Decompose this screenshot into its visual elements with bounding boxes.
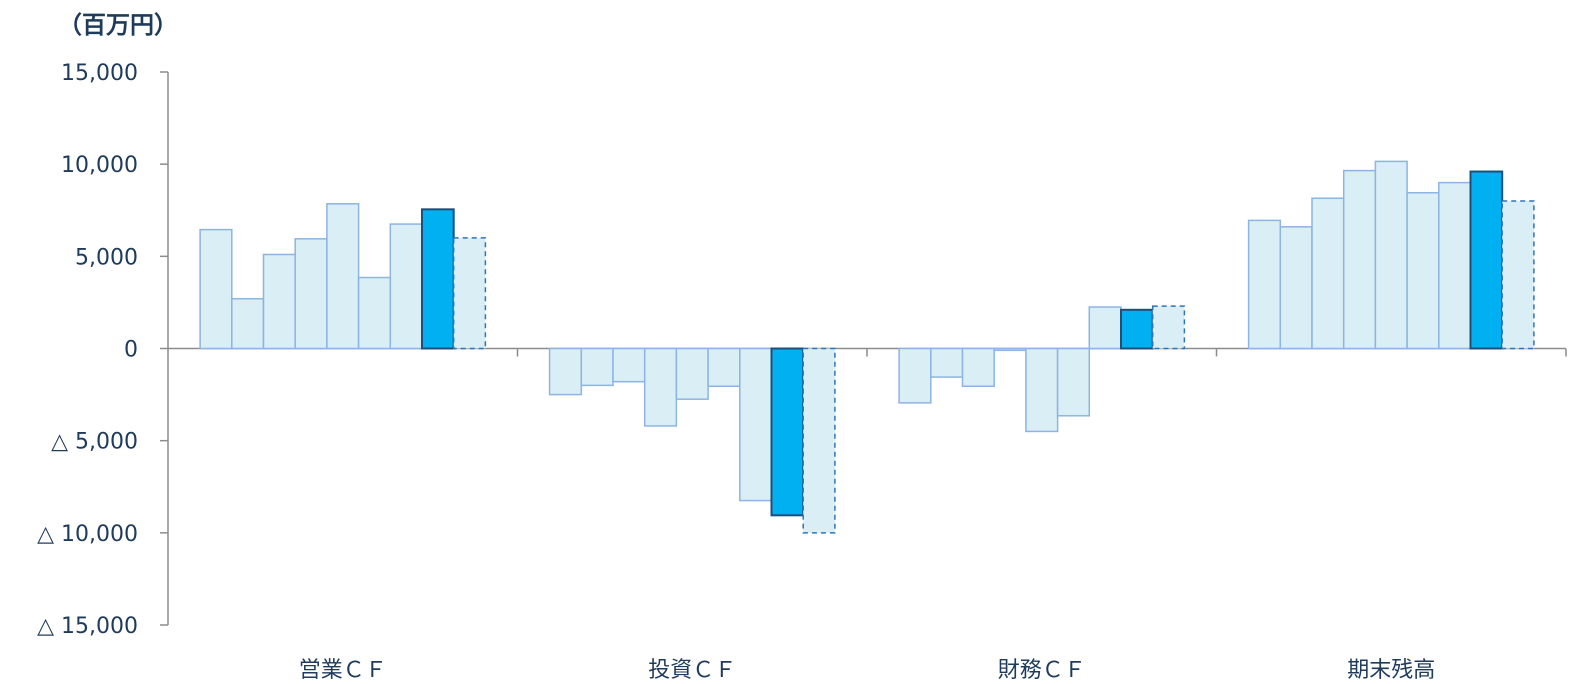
past-bar xyxy=(1438,181,1472,350)
past-bar xyxy=(739,347,773,502)
category-label: 財務ＣＦ xyxy=(998,658,1086,683)
y-tick-label: 10,000 xyxy=(61,153,138,178)
past-bar xyxy=(961,347,995,388)
past-bar xyxy=(930,347,964,378)
bars xyxy=(199,160,1535,534)
y-tick-label: 0 xyxy=(124,338,138,363)
current-bar xyxy=(1469,170,1504,350)
past-bar xyxy=(1025,347,1059,433)
past-bar xyxy=(389,223,423,350)
current-bar xyxy=(1120,308,1154,350)
past-bar xyxy=(580,347,614,387)
past-bar xyxy=(612,347,646,383)
past-bar xyxy=(548,347,583,396)
category-labels: 営業ＣＦ 投資ＣＦ 財務ＣＦ 期末残高 xyxy=(299,658,1436,683)
past-bar xyxy=(199,228,233,350)
past-bar xyxy=(326,203,360,350)
category-label: 期末残高 xyxy=(1347,658,1435,683)
bar-group-0 xyxy=(199,203,487,350)
forecast-bar xyxy=(1501,200,1535,350)
past-bar xyxy=(1406,191,1440,350)
bar-group-3 xyxy=(1247,160,1535,350)
unit-label: （百万円） xyxy=(58,11,178,39)
forecast-bar xyxy=(452,237,487,350)
past-bar xyxy=(898,347,932,404)
y-tick-label: △ 5,000 xyxy=(51,430,138,455)
past-bar xyxy=(707,347,741,388)
past-bar xyxy=(643,347,678,427)
past-bar xyxy=(1247,219,1282,350)
category-label: 投資ＣＦ xyxy=(648,658,736,683)
forecast-bar xyxy=(1151,305,1186,350)
category-label: 営業ＣＦ xyxy=(299,658,387,683)
y-tick-label: △ 15,000 xyxy=(37,614,138,639)
past-bar xyxy=(294,238,328,350)
bar-group-2 xyxy=(898,305,1186,433)
past-bar xyxy=(675,347,709,400)
past-bar xyxy=(1311,197,1345,350)
x-axis xyxy=(168,347,1567,357)
y-tick-label: 15,000 xyxy=(61,61,138,86)
current-bar xyxy=(421,208,455,350)
y-axis: 15,000 10,000 5,000 0 △ 5,000 △ 10,000 △ 15,00… xyxy=(37,61,169,639)
past-bar xyxy=(1056,347,1091,417)
y-tick-label: △ 10,000 xyxy=(37,522,138,547)
bar-group-1 xyxy=(548,347,836,534)
current-bar xyxy=(770,347,805,517)
past-bar xyxy=(1374,160,1408,350)
forecast-bar xyxy=(802,347,836,534)
past-bar xyxy=(1279,226,1313,350)
past-bar xyxy=(993,347,1027,352)
past-bar xyxy=(1342,169,1377,350)
past-bar xyxy=(262,253,296,350)
past-bar xyxy=(231,297,265,350)
past-bar xyxy=(357,276,392,350)
y-tick-label: 5,000 xyxy=(75,245,138,270)
past-bar xyxy=(1088,306,1122,350)
